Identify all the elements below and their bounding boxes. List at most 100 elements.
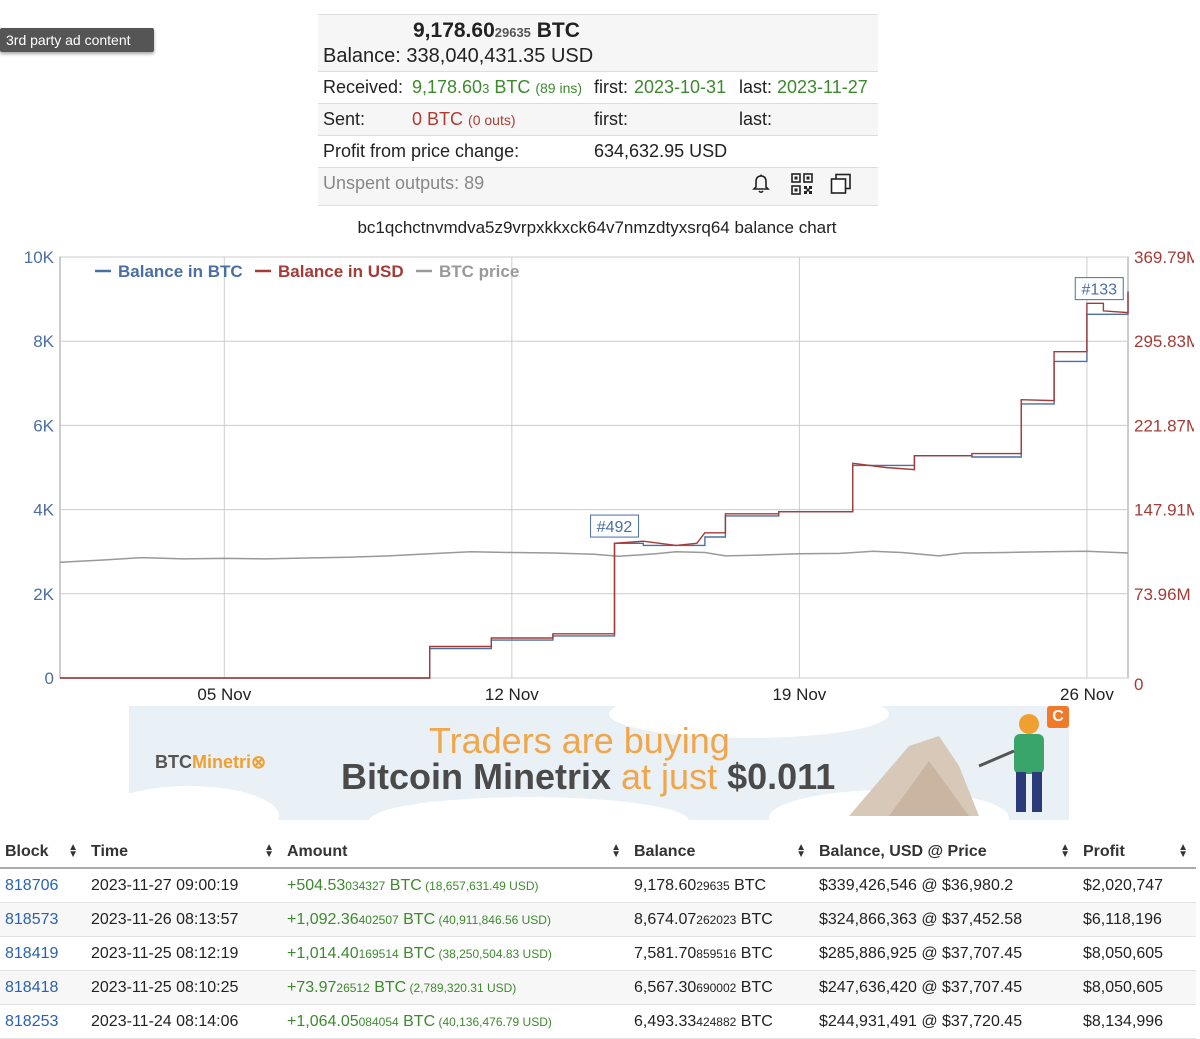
tx-amount: +1,014.40169514 BTC (38,250,504.83 USD)	[282, 936, 629, 971]
chart-title: bc1qchctnvmdva5z9vrpxkkxck64v7nmzdtyxsrq…	[357, 218, 837, 237]
received-first-label: first:	[594, 77, 628, 97]
amount-unit: BTC	[385, 876, 422, 894]
balance-header: 9,178.6029635 BTC Balance: 338,040,431.3…	[318, 14, 878, 71]
header-amount-label: Amount	[287, 842, 348, 860]
y-right-tick-label: 73.96M	[1134, 585, 1191, 604]
amount-usd: (2,789,320.31 USD)	[406, 980, 517, 995]
tx-balance: 8,674.07262023 BTC	[629, 902, 814, 937]
balance-label: Balance:	[323, 45, 401, 67]
x-tick-label: 26 Nov	[1060, 685, 1114, 704]
amount-unit: BTC	[398, 1012, 436, 1030]
balance-main: 9,178.60	[634, 876, 697, 894]
profit-row: Profit from price change: 634,632.95 USD	[318, 135, 878, 167]
balance-chart-svg[interactable]: 0 0 2K 73.96M 4K 147.91M 6K 221.87M 8K 295.83M 10K…	[0, 250, 1194, 710]
unspent-outputs[interactable]: Unspent outputs: 89	[323, 173, 485, 193]
received-small: 3	[482, 81, 490, 96]
table-row: 818573 2023-11-26 08:13:57 +1,092.364025…	[0, 902, 1196, 937]
sent-label: Sent:	[323, 109, 366, 129]
legend-label: Balance in BTC	[118, 262, 243, 281]
y-left-tick-label: 0	[45, 669, 54, 688]
header-block[interactable]: Block ▲ ▼	[0, 836, 86, 869]
ad-banner[interactable]: BTCMinetri⊗ Traders are buying Bitcoin M…	[129, 706, 1069, 820]
header-profit[interactable]: Profit ▲ ▼	[1078, 836, 1196, 869]
received-unit: BTC	[489, 77, 531, 97]
transactions-table: Block ▲ ▼ Time ▲ ▼ Amount ▲ ▼ Balance ▲ ▼ Balanc…	[0, 836, 1196, 1039]
address-summary: 9,178.6029635 BTC Balance: 338,040,431.3…	[318, 14, 878, 206]
legend-label: Balance in USD	[278, 262, 404, 281]
ad-price: $0.011	[727, 756, 836, 797]
tx-amount: +1,092.36402507 BTC (40,911,846.56 USD)	[282, 902, 629, 937]
tx-balance-usd: $339,426,546 @ $36,980.2	[814, 868, 1078, 903]
balance-small: 29635	[696, 878, 730, 893]
tx-balance: 6,493.33424882 BTC	[629, 1004, 814, 1039]
block-number[interactable]: 818419	[5, 944, 59, 962]
profit-value: 634,632.95 USD	[594, 141, 728, 161]
y-left-tick-label: 4K	[33, 501, 54, 520]
bell-icon[interactable]	[750, 173, 772, 195]
ad-choice-badge[interactable]: C	[1047, 706, 1069, 728]
ad-subheadline: Bitcoin Minetrix at just $0.011	[341, 756, 835, 798]
balance-small: 262023	[696, 912, 737, 927]
amount-unit: BTC	[398, 910, 436, 928]
tx-profit: $6,118,196	[1078, 902, 1196, 937]
received-row: Received: 9,178.603 BTC (89 ins) first: …	[318, 71, 878, 103]
tx-amount: +504.53034327 BTC (18,657,631.49 USD)	[282, 868, 629, 903]
amount-unit: BTC	[398, 944, 436, 962]
block-number[interactable]: 818418	[5, 978, 59, 996]
balance-small: 859516	[696, 946, 737, 961]
sent-value: 0 BTC (0 outs)	[412, 104, 516, 136]
amount-small: 084054	[358, 1014, 399, 1029]
balance-main: 6,493.33	[634, 1012, 697, 1030]
amount-unit: BTC	[369, 978, 407, 996]
received-last-label: last:	[739, 77, 773, 97]
header-balance-usd[interactable]: Balance, USD @ Price ▲ ▼	[814, 836, 1078, 869]
ad-product: Bitcoin Minetrix	[341, 756, 612, 797]
block-link[interactable]: 818253	[0, 1004, 86, 1039]
header-amount[interactable]: Amount ▲ ▼	[282, 836, 629, 869]
amount-main: +504.53	[287, 876, 346, 894]
header-profit-label: Profit	[1083, 842, 1125, 860]
amount-main: +73.97	[287, 978, 337, 996]
x-tick-label: 12 Nov	[485, 685, 539, 704]
block-link[interactable]: 818706	[0, 868, 86, 903]
block-number[interactable]: 818573	[5, 910, 59, 928]
tx-balance-usd: $324,866,363 @ $37,452.58	[814, 902, 1078, 937]
header-time-label: Time	[91, 842, 129, 860]
table-row: 818418 2023-11-25 08:10:25 +73.9726512 B…	[0, 970, 1196, 1005]
series-line-balance-in-usd	[60, 291, 1129, 679]
ad-logo-b: Minetri	[192, 752, 252, 772]
tx-profit: $8,050,605	[1078, 970, 1196, 1005]
header-balance[interactable]: Balance ▲ ▼	[629, 836, 814, 869]
qr-code-icon[interactable]	[791, 173, 813, 195]
table-header-row: Block ▲ ▼ Time ▲ ▼ Amount ▲ ▼ Balance ▲ ▼ Balanc…	[0, 836, 1196, 869]
header-time[interactable]: Time ▲ ▼	[86, 836, 282, 869]
block-number[interactable]: 818253	[5, 1012, 59, 1030]
tx-balance-usd: $244,931,491 @ $37,720.45	[814, 1004, 1078, 1039]
tx-time: 2023-11-25 08:10:25	[86, 970, 282, 1005]
copy-icon[interactable]	[830, 173, 852, 195]
annotation-box	[590, 514, 640, 538]
amount-usd: (40,136,476.79 USD)	[435, 1014, 552, 1029]
sent-amount: 0 BTC	[412, 109, 464, 129]
header-balance-usd-label: Balance, USD @ Price	[819, 842, 987, 860]
received-label: Received:	[323, 77, 404, 97]
received-ins: (89 ins)	[535, 80, 583, 96]
balance-small: 424882	[696, 1014, 737, 1029]
balance-unit: BTC	[736, 1012, 773, 1030]
btc-balance-main: 9,178.60	[413, 19, 495, 42]
btc-balance-small: 29635	[494, 25, 531, 40]
balance-main: 6,567.30	[634, 978, 697, 996]
sent-last-label: last:	[739, 109, 773, 129]
block-link[interactable]: 818573	[0, 902, 86, 937]
block-link[interactable]: 818418	[0, 970, 86, 1005]
ad-logo: BTCMinetri⊗	[155, 752, 266, 773]
series-line-btc-price	[59, 550, 1129, 563]
block-link[interactable]: 818419	[0, 936, 86, 971]
ad-logo-mark-icon: ⊗	[251, 752, 267, 772]
amount-small: 402507	[358, 912, 399, 927]
received-main: 9,178.60	[412, 77, 483, 97]
amount-usd: (38,250,504.83 USD)	[435, 946, 552, 961]
table-row: 818253 2023-11-24 08:14:06 +1,064.050840…	[0, 1004, 1196, 1039]
block-number[interactable]: 818706	[5, 876, 59, 894]
balance-unit: BTC	[736, 944, 773, 962]
